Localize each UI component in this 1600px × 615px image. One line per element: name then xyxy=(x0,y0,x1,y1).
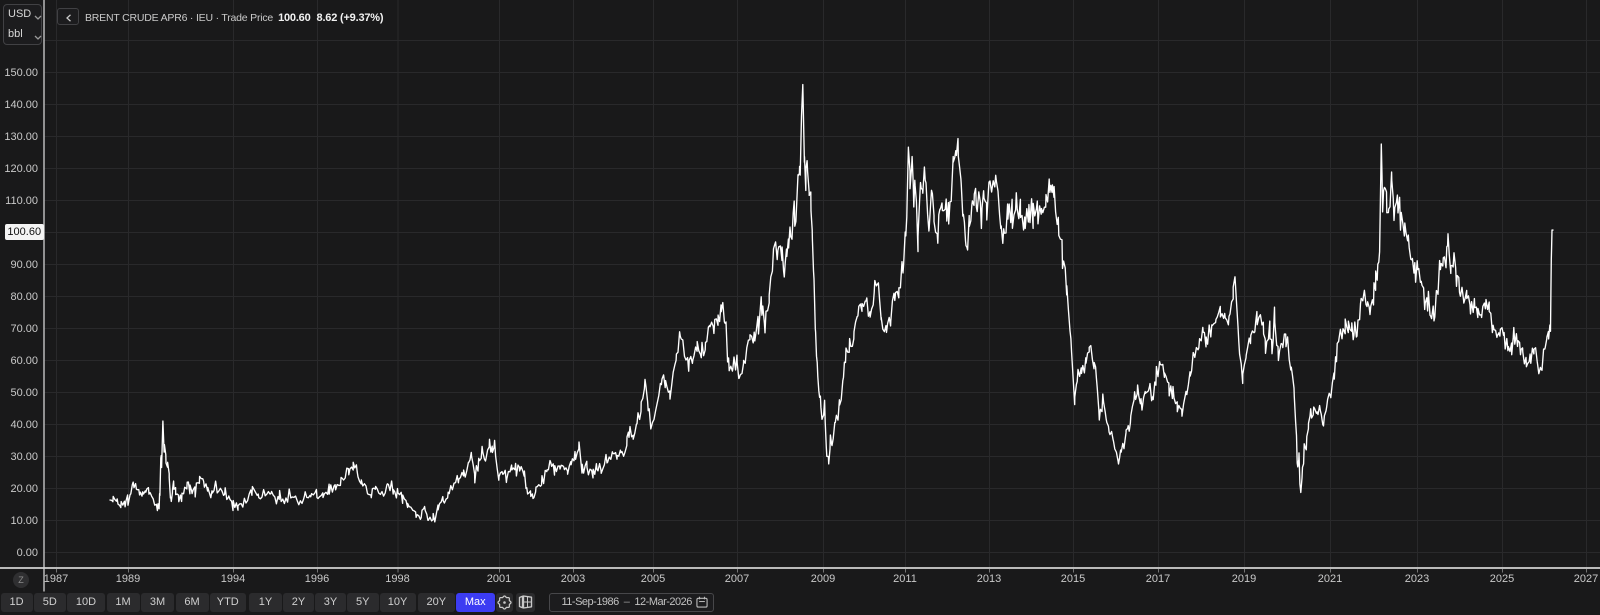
svg-text:80.00: 80.00 xyxy=(10,291,38,303)
svg-text:70.00: 70.00 xyxy=(10,323,38,335)
svg-text:2021: 2021 xyxy=(1318,573,1342,585)
svg-text:90.00: 90.00 xyxy=(10,259,38,271)
svg-text:0.00: 0.00 xyxy=(17,547,38,559)
svg-text:150.00: 150.00 xyxy=(4,67,38,79)
svg-text:20.00: 20.00 xyxy=(10,483,38,495)
svg-text:50.00: 50.00 xyxy=(10,387,38,399)
svg-text:1989: 1989 xyxy=(116,573,140,585)
svg-text:1987: 1987 xyxy=(44,573,68,585)
svg-text:2007: 2007 xyxy=(725,573,749,585)
svg-text:30.00: 30.00 xyxy=(10,451,38,463)
svg-text:2027: 2027 xyxy=(1574,573,1598,585)
svg-text:110.00: 110.00 xyxy=(5,195,38,207)
svg-text:140.00: 140.00 xyxy=(4,99,38,111)
svg-text:2025: 2025 xyxy=(1490,573,1514,585)
svg-text:2005: 2005 xyxy=(641,573,665,585)
svg-text:2019: 2019 xyxy=(1232,573,1256,585)
svg-text:1994: 1994 xyxy=(221,573,245,585)
svg-text:2013: 2013 xyxy=(977,573,1001,585)
svg-text:2009: 2009 xyxy=(811,573,835,585)
svg-text:1998: 1998 xyxy=(385,573,409,585)
svg-text:2023: 2023 xyxy=(1405,573,1429,585)
svg-text:2001: 2001 xyxy=(487,573,511,585)
svg-text:10.00: 10.00 xyxy=(10,515,38,527)
svg-text:130.00: 130.00 xyxy=(4,131,38,143)
svg-text:2015: 2015 xyxy=(1061,573,1085,585)
svg-text:120.00: 120.00 xyxy=(4,163,38,175)
svg-text:1996: 1996 xyxy=(305,573,329,585)
svg-text:40.00: 40.00 xyxy=(10,419,38,431)
svg-text:2011: 2011 xyxy=(893,573,917,585)
svg-text:60.00: 60.00 xyxy=(10,355,38,367)
svg-text:2017: 2017 xyxy=(1146,573,1170,585)
svg-text:2003: 2003 xyxy=(561,573,585,585)
